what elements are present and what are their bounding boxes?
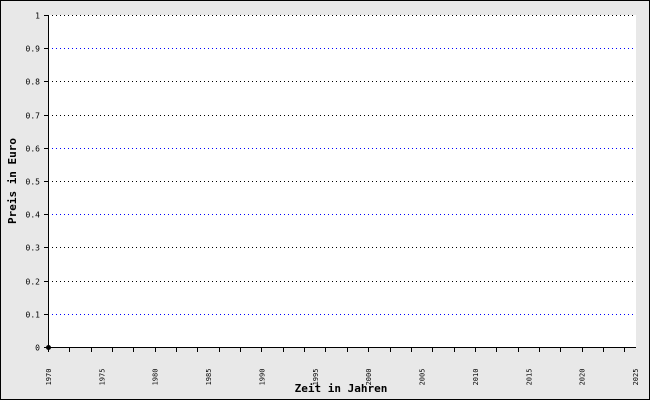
- x-tick-label: 2010: [472, 369, 480, 386]
- y-tick-label: 0: [35, 344, 40, 353]
- x-tick-label: 1970: [45, 369, 53, 386]
- x-axis-label: Zeit in Jahren: [295, 382, 388, 395]
- y-tick-label: 1: [35, 12, 40, 21]
- plot-area: [48, 15, 636, 347]
- y-tick-label: 0.5: [26, 178, 41, 187]
- y-tick-label: 0.8: [26, 78, 41, 87]
- y-tick-label: 0.7: [26, 112, 41, 121]
- x-tick-label: 1990: [258, 369, 266, 386]
- x-tick-label: 2000: [365, 369, 373, 386]
- y-tick-label: 0.3: [26, 244, 41, 253]
- x-tick-label: 2025: [632, 369, 640, 386]
- y-tick-label: 0.1: [26, 311, 41, 320]
- y-tick-label: 0.4: [26, 211, 41, 220]
- y-tick-label: 0.2: [26, 278, 41, 287]
- y-tick-labels: 0 0.1 0.2 0.3 0.4 0.5 0.6 0.7 0.8 0.9 1: [26, 12, 41, 353]
- y-tick-label: 0.9: [26, 45, 41, 54]
- x-tick-label: 1995: [312, 369, 320, 386]
- data-point: [46, 345, 51, 350]
- x-tick-label: 2020: [579, 369, 587, 386]
- x-tick-label: 2005: [419, 369, 427, 386]
- x-tick-label: 2015: [525, 369, 533, 386]
- data-series: [46, 345, 51, 350]
- y-axis-label: Preis in Euro: [6, 138, 19, 224]
- x-tick-labels: 1970 1975 1980 1985 1990 1995 2000 2005 2010 2015…: [45, 369, 640, 386]
- x-tick-label: 1980: [152, 369, 160, 386]
- axes: [44, 15, 636, 352]
- x-tick-label: 1985: [205, 369, 213, 386]
- x-tick-label: 1975: [98, 369, 106, 386]
- y-tick-label: 0.6: [26, 145, 41, 154]
